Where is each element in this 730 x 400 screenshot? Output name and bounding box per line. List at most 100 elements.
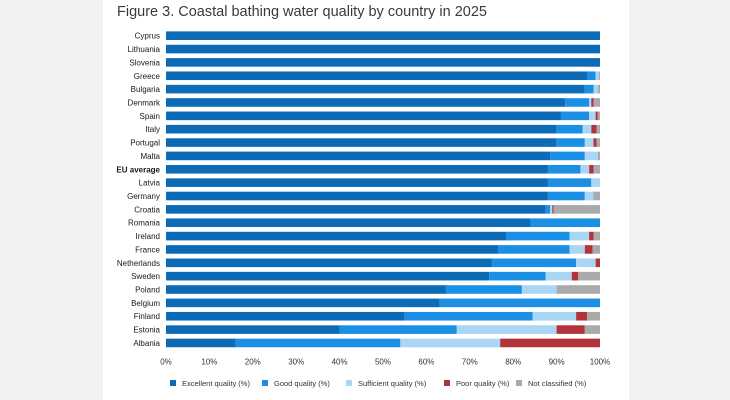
bar-segment-0 [166,191,548,201]
legend-label: Good quality (%) [274,379,330,388]
x-tick-label: 30% [288,358,304,367]
bar-segment-0 [166,325,340,334]
bar-segment-2 [550,205,553,214]
category-label: Italy [145,125,160,134]
bar-segment-0 [166,231,507,241]
bar-segment-1 [556,124,583,134]
bar-segment-0 [166,205,546,214]
category-label: Sweden [131,272,160,281]
bar-segment-0 [166,111,561,121]
category-label: Malta [140,152,160,161]
bar-segment-1 [439,298,600,308]
bar-segment-1 [586,71,596,81]
category-label: Portugal [130,139,160,148]
bar-segment-1 [560,111,590,121]
bar-segment-0 [166,311,405,321]
bar-segment-0 [166,124,557,134]
bar-segment-1 [491,258,577,268]
legend-swatch [346,380,352,386]
bar-segment-2 [595,71,599,81]
x-tick-label: 50% [375,358,391,367]
bar-segment-3 [595,258,600,268]
legend-swatch [170,380,176,386]
category-label: Romania [128,219,161,228]
x-tick-label: 20% [245,358,261,367]
bar-segment-3 [584,245,593,254]
bar-segment-4 [586,311,600,321]
bar-segment-2 [532,311,577,321]
bar-segment-4 [597,111,600,121]
legend-swatch [516,380,522,386]
bar-segment-0 [166,338,236,348]
bar-segment-3 [500,338,600,348]
bar-segment-0 [166,31,600,40]
category-label: Slovenia [129,58,160,67]
bar-segment-4 [597,151,600,161]
x-tick-label: 40% [332,358,348,367]
x-tick-label: 0% [160,358,172,367]
category-label: Greece [134,72,161,81]
category-label: EU average [116,165,160,174]
category-label: Poland [135,286,160,295]
category-label: Denmark [128,98,161,107]
chart-title: Figure 3. Coastal bathing water quality … [117,4,487,20]
bar-segment-1 [498,245,570,254]
bar-segment-1 [339,325,457,334]
category-label: Finland [134,312,160,321]
bar-segment-3 [593,138,597,147]
bar-segment-2 [584,151,598,161]
bar-segment-1 [445,285,522,294]
bar-segment-1 [545,205,551,214]
bar-segment-3 [595,111,598,121]
bar-segment-2 [569,231,590,241]
x-tick-label: 60% [418,358,434,367]
bar-segment-4 [596,138,600,147]
category-label: Spain [140,112,160,121]
bar-segment-2 [582,124,592,134]
legend-swatch [444,380,450,386]
bar-segment-1 [547,164,581,174]
legend-label: Poor quality (%) [456,379,510,388]
category-label: Ireland [136,232,160,241]
category-label: Belgium [131,299,160,308]
bar-segment-2 [589,98,592,107]
x-tick-label: 100% [590,358,610,367]
category-label: France [135,245,160,254]
bar-segment-2 [400,338,501,348]
bar-segment-1 [584,84,594,94]
legend-swatch [262,380,268,386]
bar-segment-4 [556,285,600,294]
category-label: Latvia [139,179,161,188]
bar-segment-1 [565,98,590,107]
bar-segment-4 [592,245,600,254]
bar-segment-2 [580,164,590,174]
bar-segment-3 [576,311,587,321]
bar-segment-1 [550,151,585,161]
x-tick-label: 10% [201,358,217,367]
x-tick-label: 80% [505,358,521,367]
bar-segment-0 [166,98,566,107]
bar-segment-0 [166,258,492,268]
category-label: Germany [127,192,160,201]
bar-segment-3 [556,325,585,334]
bar-segment-2 [569,245,585,254]
bar-segment-2 [591,178,600,187]
bar-segment-1 [530,218,600,228]
bar-segment-4 [598,71,600,81]
bar-segment-4 [593,191,600,201]
bar-segment-4 [553,205,600,214]
bar-segment-0 [166,298,440,308]
bar-segment-1 [506,231,570,241]
bar-segment-0 [166,71,587,81]
bar-segment-4 [593,231,600,241]
bar-segment-4 [578,271,600,281]
bar-segment-3 [591,124,597,134]
bar-segment-4 [596,124,600,134]
bar-segment-0 [166,271,490,281]
bar-segment-0 [166,164,548,174]
bar-segment-0 [166,44,600,54]
bar-segment-4 [593,98,600,107]
bar-segment-1 [235,338,401,348]
bar-segment-0 [166,218,531,228]
category-label: Netherlands [117,259,160,268]
